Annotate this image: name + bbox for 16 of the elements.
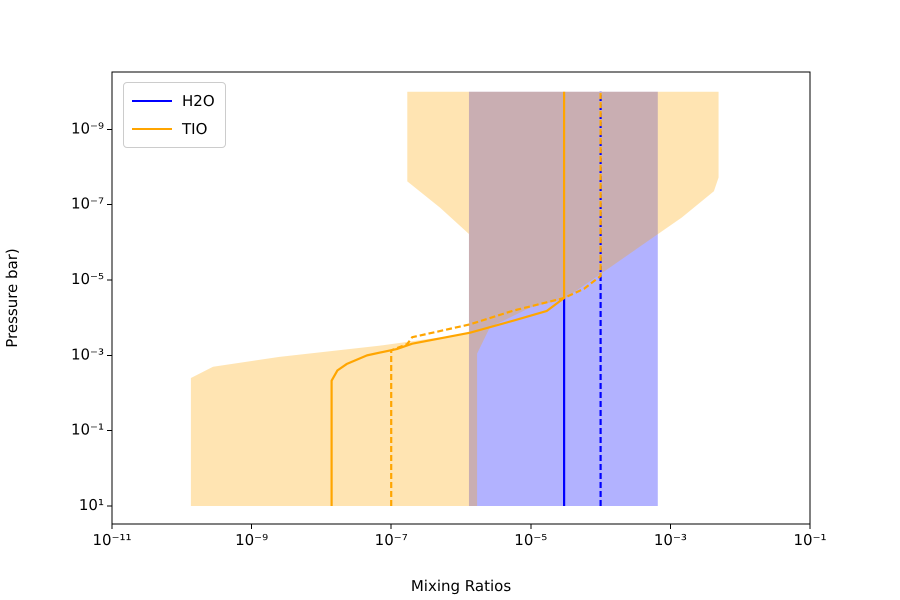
legend-label: H2O bbox=[182, 92, 215, 110]
x-axis-title: Mixing Ratios bbox=[410, 576, 512, 595]
y-tick-label: 10⁻⁵ bbox=[70, 270, 104, 288]
x-tick-label: 10⁻⁹ bbox=[235, 530, 268, 549]
x-tick-label: 10⁻³ bbox=[654, 530, 687, 549]
x-tick-label: 10⁻¹ bbox=[793, 530, 827, 549]
x-tick-label: 10⁻⁷ bbox=[374, 530, 408, 549]
x-tick-label: 10⁻⁵ bbox=[514, 530, 548, 549]
y-tick-label: 10¹ bbox=[78, 496, 104, 514]
y-tick-label: 10⁻⁷ bbox=[70, 194, 104, 213]
y-tick-label: 10⁻⁹ bbox=[70, 119, 104, 138]
y-axis-title: Pressure bar) bbox=[2, 248, 21, 348]
y-tick-label: 10⁻¹ bbox=[70, 420, 104, 439]
y-tick-label: 10⁻³ bbox=[70, 345, 104, 364]
legend-label: TIO bbox=[182, 120, 208, 138]
x-tick-label: 10⁻¹¹ bbox=[92, 530, 132, 549]
